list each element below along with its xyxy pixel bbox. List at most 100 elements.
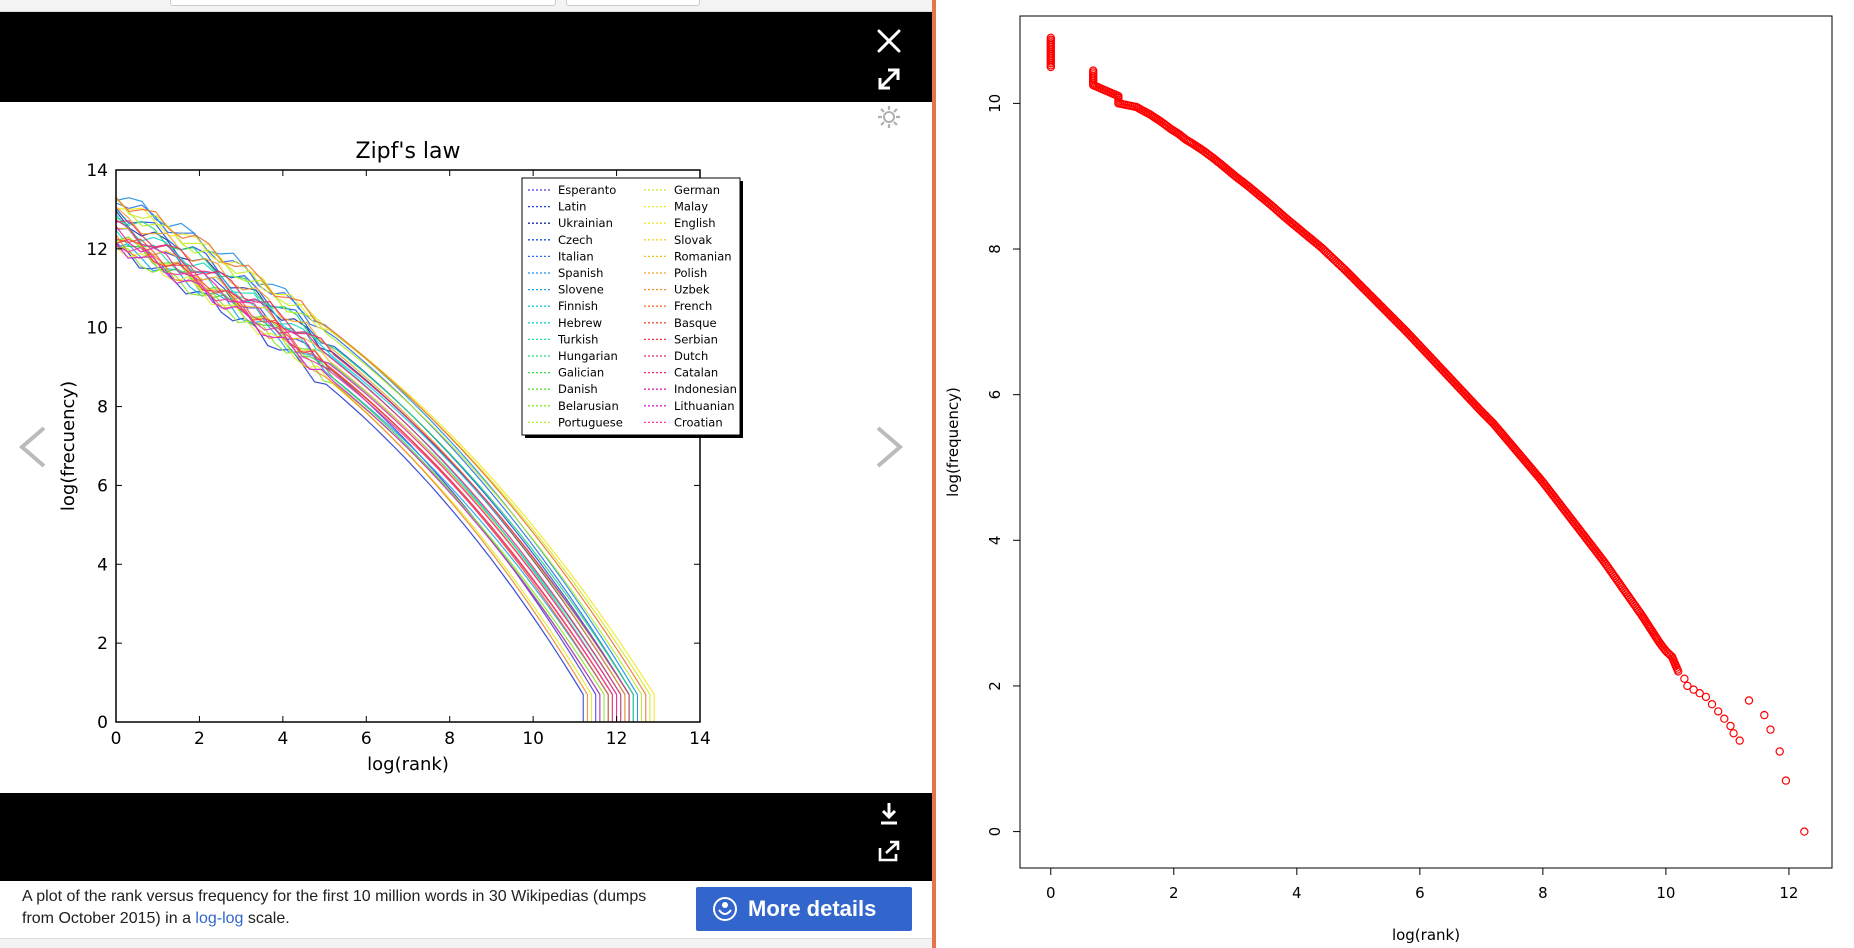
y-tick-label: 14 xyxy=(86,161,108,181)
zipf-chart: Zipf's law 0 2 4 6 8 10 12 14 0 2 4 6 8 10 12 14 log(rank… xyxy=(58,139,743,775)
x-axis: 0 2 4 6 8 10 12 xyxy=(1046,867,1798,902)
data-point xyxy=(1760,710,1769,720)
legend-box xyxy=(521,177,741,436)
legend-label: Slovak xyxy=(674,233,712,247)
series-line-portuguese xyxy=(115,198,643,695)
series-line-croatian xyxy=(115,245,613,695)
legend-label: English xyxy=(674,216,716,230)
legend-label: German xyxy=(674,183,720,197)
media-viewer: Zipf's law 0 2 4 6 8 10 12 14 0 2 4 6 8 10 12 14 log(rank… xyxy=(0,0,932,948)
data-point xyxy=(1735,736,1744,745)
gear-icon[interactable] xyxy=(876,104,902,130)
y-tick-label: 8 xyxy=(986,244,1004,254)
more-details-button[interactable]: More details xyxy=(696,887,912,931)
y-tick-label: 8 xyxy=(97,398,108,418)
legend-label: Czech xyxy=(558,233,593,247)
series-line-english xyxy=(115,207,655,695)
x-tick-label: 2 xyxy=(1169,884,1179,902)
x-tick-label: 10 xyxy=(1656,884,1675,902)
window-divider xyxy=(932,0,936,948)
data-point xyxy=(1781,776,1791,785)
close-icon[interactable] xyxy=(874,26,904,56)
series-line-slovene xyxy=(115,243,609,695)
data-point xyxy=(1046,62,1056,72)
x-tick-label: 12 xyxy=(1779,884,1798,902)
x-tick-label: 14 xyxy=(689,729,711,749)
x-axis: 0 2 4 6 8 10 12 14 xyxy=(111,170,711,749)
series-line-hebrew xyxy=(115,213,618,695)
legend-label: Lithuanian xyxy=(674,399,735,413)
share-icon[interactable] xyxy=(874,836,904,866)
legend-label: Romanian xyxy=(674,249,732,263)
image-caption: A plot of the rank versus frequency for … xyxy=(22,886,662,930)
viewer-top-bar xyxy=(0,12,932,102)
x-tick-label: 6 xyxy=(361,729,372,749)
series-line-french xyxy=(115,197,647,695)
x-tick-label: 0 xyxy=(111,729,122,749)
y-tick-label: 2 xyxy=(97,634,108,654)
points-group xyxy=(1046,33,1809,836)
expand-icon[interactable] xyxy=(874,64,904,94)
legend: Esperanto Latin Ukrainian Czech Italian Spani… xyxy=(521,177,743,438)
log-log-link[interactable]: log-log xyxy=(195,910,244,927)
series-line-latin xyxy=(115,242,584,695)
legend-label: Portuguese xyxy=(558,415,623,429)
legend-label: Finnish xyxy=(558,299,598,313)
r-plot-window: 0 2 4 6 8 10 12 0 2 4 6 8 10 log(rank) log(frequency) xyxy=(936,0,1854,948)
legend-label: Catalan xyxy=(674,366,718,380)
download-icon[interactable] xyxy=(874,799,904,829)
legend-label: Croatian xyxy=(674,415,723,429)
y-axis-label: log(frequency) xyxy=(944,387,962,497)
legend-label: Uzbek xyxy=(674,283,710,297)
x-tick-label: 0 xyxy=(1046,884,1056,902)
toolbar-field xyxy=(170,0,556,6)
caption-text-end: scale. xyxy=(243,910,290,927)
plot-frame xyxy=(115,169,701,723)
x-tick-label: 8 xyxy=(1538,884,1548,902)
x-tick-label: 2 xyxy=(194,729,205,749)
browser-top-strip xyxy=(0,0,932,12)
legend-label: Spanish xyxy=(558,266,603,280)
x-tick-label: 10 xyxy=(522,729,544,749)
y-tick-label: 10 xyxy=(86,319,108,339)
series-line-malay xyxy=(115,246,593,695)
data-point xyxy=(1714,707,1723,716)
legend-label: Italian xyxy=(558,249,594,263)
rank-frequency-plot: 0 2 4 6 8 10 12 0 2 4 6 8 10 log(rank) log(frequency) xyxy=(944,15,1833,944)
y-tick-label: 0 xyxy=(986,827,1004,837)
x-tick-label: 4 xyxy=(277,729,288,749)
legend-label: Indonesian xyxy=(674,382,737,396)
legend-label: Belarusian xyxy=(558,399,619,413)
legend-label: Latin xyxy=(558,200,586,214)
data-point xyxy=(1680,674,1689,683)
y-tick-label: 6 xyxy=(97,476,108,496)
series-line-uzbek xyxy=(115,234,588,695)
y-tick-label: 4 xyxy=(986,536,1004,546)
data-point xyxy=(1707,700,1717,709)
legend-label: Basque xyxy=(674,316,717,330)
legend-label: Ukrainian xyxy=(558,216,613,230)
series-group xyxy=(115,196,655,722)
legend-label: Esperanto xyxy=(558,183,616,197)
y-tick-label: 0 xyxy=(97,713,108,733)
legend-label: Galician xyxy=(558,366,604,380)
data-point xyxy=(1726,721,1735,731)
wikimedia-icon xyxy=(713,897,737,921)
legend-label: Hebrew xyxy=(558,316,602,330)
x-tick-label: 4 xyxy=(1292,884,1302,902)
series-line-catalan xyxy=(115,219,622,695)
legend-label: Slovene xyxy=(558,283,604,297)
chevron-left-icon[interactable] xyxy=(14,424,50,470)
y-tick-label: 6 xyxy=(986,390,1004,400)
y-tick-label: 10 xyxy=(986,94,1004,113)
chevron-right-icon[interactable] xyxy=(872,424,908,470)
data-point xyxy=(1775,747,1784,756)
legend-label: Dutch xyxy=(674,349,708,363)
series-line-lithuanian xyxy=(115,242,601,695)
y-tick-label: 4 xyxy=(97,555,108,575)
data-point xyxy=(1701,692,1711,702)
viewer-bottom-bar xyxy=(0,793,932,881)
x-tick-label: 12 xyxy=(606,729,628,749)
data-point xyxy=(1689,685,1698,694)
